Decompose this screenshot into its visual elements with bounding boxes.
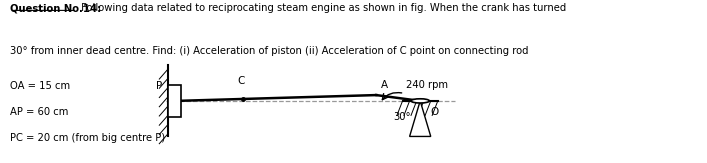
Text: Following data related to reciprocating steam engine as shown in fig. When the c: Following data related to reciprocating … [78, 3, 566, 13]
Text: Question No.14:: Question No.14: [10, 3, 101, 13]
Text: PC = 20 cm (from big centre P): PC = 20 cm (from big centre P) [10, 133, 165, 143]
Text: C: C [238, 76, 245, 86]
Text: A: A [380, 80, 387, 90]
Text: OA = 15 cm: OA = 15 cm [10, 82, 70, 91]
Polygon shape [409, 101, 431, 136]
Text: 30°: 30° [393, 112, 411, 122]
Text: P: P [156, 81, 163, 91]
Text: O: O [431, 107, 439, 117]
Text: 30° from inner dead centre. Find: (i) Acceleration of piston (ii) Acceleration o: 30° from inner dead centre. Find: (i) Ac… [10, 46, 528, 56]
Text: AP = 60 cm: AP = 60 cm [10, 107, 69, 117]
Circle shape [411, 99, 429, 103]
Text: 240 rpm: 240 rpm [406, 80, 448, 90]
FancyBboxPatch shape [168, 85, 181, 117]
